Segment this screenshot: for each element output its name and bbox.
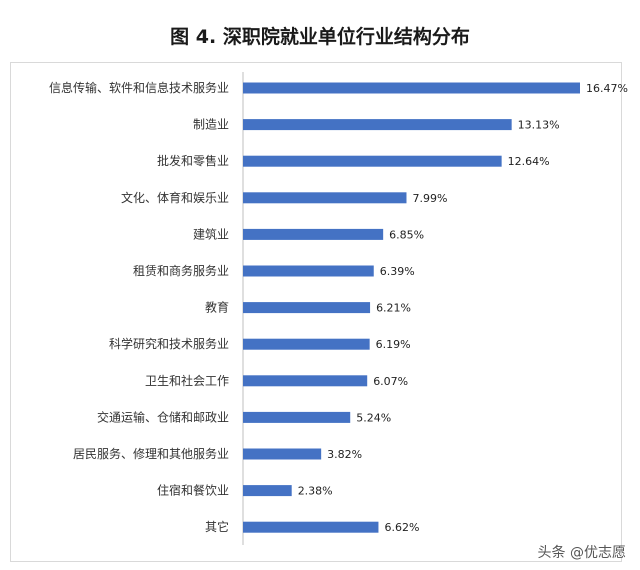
category-label-9: 交通运输、仓储和邮政业 xyxy=(97,409,229,424)
bar-6 xyxy=(243,302,371,314)
bar-10 xyxy=(243,448,322,460)
watermark-credit: 头条 @优志愿 xyxy=(537,545,626,561)
category-label-1: 制造业 xyxy=(193,118,229,132)
category-label-0: 信息传输、软件和信息技术服务业 xyxy=(49,80,229,95)
bar-2 xyxy=(243,155,502,167)
value-label-11: 2.38% xyxy=(298,485,333,498)
value-label-1: 13.13% xyxy=(518,119,560,132)
category-label-10: 居民服务、修理和其他服务业 xyxy=(73,446,229,461)
bars-group xyxy=(243,82,580,533)
chart-title: 图 4. 深职院就业单位行业结构分布 xyxy=(170,26,470,48)
value-label-8: 6.07% xyxy=(373,375,408,388)
category-label-4: 建筑业 xyxy=(193,226,229,241)
bar-4 xyxy=(243,228,384,240)
value-label-7: 6.19% xyxy=(376,338,411,351)
bar-9 xyxy=(243,411,351,423)
category-label-8: 卫生和社会工作 xyxy=(145,373,229,388)
bar-12 xyxy=(243,521,379,533)
bar-7 xyxy=(243,338,370,350)
bar-1 xyxy=(243,119,512,131)
value-label-10: 3.82% xyxy=(327,448,362,461)
category-labels-group: 信息传输、软件和信息技术服务业制造业批发和零售业文化、体育和娱乐业建筑业租赁和商… xyxy=(49,80,229,534)
bar-11 xyxy=(243,485,292,497)
category-label-6: 教育 xyxy=(205,300,229,315)
value-label-6: 6.21% xyxy=(376,302,411,315)
category-label-12: 其它 xyxy=(205,519,229,534)
value-label-9: 5.24% xyxy=(356,411,391,424)
value-labels-group: 16.47% 13.13% 12.64% 7.99% 6.85% 6.39% 6.21% 6.… xyxy=(298,82,628,534)
plot-area xyxy=(10,62,622,562)
value-label-4: 6.85% xyxy=(389,228,424,241)
category-label-3: 文化、体育和娱乐业 xyxy=(121,190,229,205)
category-label-2: 批发和零售业 xyxy=(157,153,229,168)
bar-8 xyxy=(243,375,368,387)
value-label-2: 12.64% xyxy=(508,155,550,168)
category-label-7: 科学研究和技术服务业 xyxy=(109,336,229,351)
category-label-11: 住宿和餐饮业 xyxy=(157,483,229,498)
category-label-5: 租赁和商务服务业 xyxy=(133,263,229,278)
bar-5 xyxy=(243,265,374,277)
value-label-0: 16.47% xyxy=(586,82,628,95)
value-label-5: 6.39% xyxy=(380,265,415,278)
value-label-3: 7.99% xyxy=(412,192,447,205)
bar-3 xyxy=(243,192,407,204)
value-label-12: 6.62% xyxy=(384,521,419,534)
bar-0 xyxy=(243,82,580,94)
